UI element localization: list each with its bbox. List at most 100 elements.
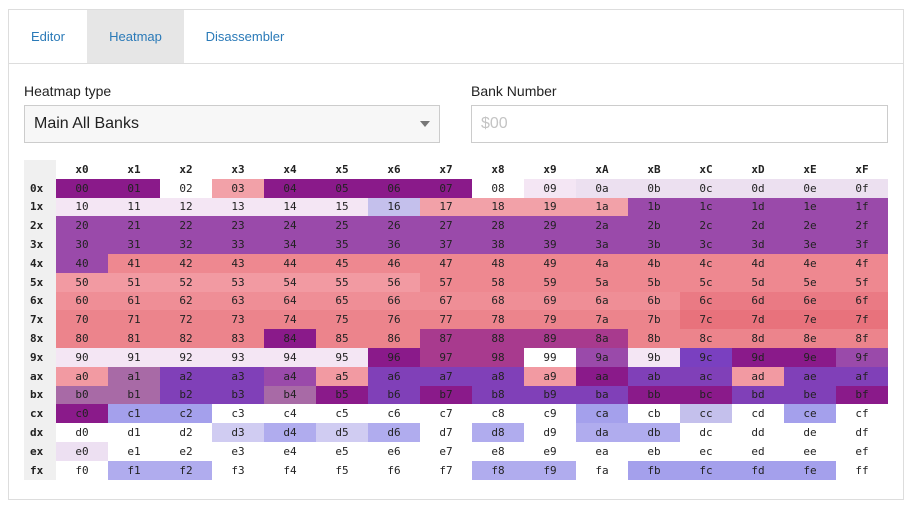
heatmap-cell[interactable]: 5d	[732, 272, 784, 292]
heatmap-cell[interactable]: 16	[368, 197, 420, 217]
heatmap-cell[interactable]: d7	[420, 423, 472, 442]
heatmap-cell[interactable]: 8d	[732, 329, 784, 348]
heatmap-cell[interactable]: 15	[316, 197, 368, 217]
heatmap-cell[interactable]: b7	[420, 385, 472, 405]
heatmap-cell[interactable]: 0f	[836, 178, 888, 198]
heatmap-cell[interactable]: b0	[56, 385, 108, 405]
heatmap-cell[interactable]: 49	[524, 253, 576, 273]
heatmap-cell[interactable]: 33	[212, 235, 264, 254]
heatmap-cell[interactable]: 27	[420, 216, 472, 236]
heatmap-cell[interactable]: cc	[680, 404, 732, 424]
heatmap-cell[interactable]: e6	[368, 441, 420, 461]
heatmap-cell[interactable]: 40	[56, 253, 108, 273]
heatmap-cell[interactable]: d1	[108, 423, 160, 442]
heatmap-cell[interactable]: 31	[108, 235, 160, 254]
heatmap-cell[interactable]: 97	[420, 347, 472, 367]
heatmap-cell[interactable]: 37	[420, 235, 472, 254]
heatmap-cell[interactable]: e3	[212, 441, 264, 461]
heatmap-cell[interactable]: 12	[160, 197, 212, 217]
heatmap-cell[interactable]: 73	[212, 310, 264, 330]
heatmap-cell[interactable]: ef	[836, 441, 888, 461]
heatmap-cell[interactable]: dc	[680, 423, 732, 442]
heatmap-cell[interactable]: b5	[316, 385, 368, 405]
heatmap-cell[interactable]: a8	[472, 366, 524, 386]
heatmap-cell[interactable]: b4	[264, 385, 316, 405]
heatmap-cell[interactable]: b6	[368, 385, 420, 405]
heatmap-cell[interactable]: 70	[56, 310, 108, 330]
heatmap-cell[interactable]: d6	[368, 423, 420, 442]
heatmap-cell[interactable]: b1	[108, 385, 160, 405]
heatmap-cell[interactable]: 94	[264, 347, 316, 367]
heatmap-cell[interactable]: 68	[472, 291, 524, 311]
heatmap-cell[interactable]: c2	[160, 404, 212, 424]
heatmap-cell[interactable]: 58	[472, 272, 524, 292]
heatmap-cell[interactable]: a7	[420, 366, 472, 386]
heatmap-cell[interactable]: 2a	[576, 216, 628, 236]
heatmap-cell[interactable]: ce	[784, 404, 836, 424]
heatmap-cell[interactable]: a5	[316, 366, 368, 386]
heatmap-cell[interactable]: 35	[316, 235, 368, 254]
heatmap-cell[interactable]: 90	[56, 347, 108, 367]
bank-number-input[interactable]	[471, 105, 888, 143]
heatmap-cell[interactable]: 1b	[628, 197, 680, 217]
heatmap-cell[interactable]: 3e	[784, 235, 836, 254]
heatmap-cell[interactable]: 96	[368, 347, 420, 367]
heatmap-cell[interactable]: be	[784, 385, 836, 405]
heatmap-cell[interactable]: 0c	[680, 178, 732, 198]
heatmap-cell[interactable]: f7	[420, 460, 472, 480]
heatmap-cell[interactable]: 9b	[628, 347, 680, 367]
heatmap-cell[interactable]: 7c	[680, 310, 732, 330]
heatmap-cell[interactable]: 4c	[680, 253, 732, 273]
heatmap-cell[interactable]: 39	[524, 235, 576, 254]
heatmap-cell[interactable]: 7a	[576, 310, 628, 330]
heatmap-cell[interactable]: e0	[56, 441, 108, 461]
heatmap-cell[interactable]: 52	[160, 272, 212, 292]
heatmap-cell[interactable]: af	[836, 366, 888, 386]
heatmap-cell[interactable]: 09	[524, 178, 576, 198]
heatmap-cell[interactable]: 5b	[628, 272, 680, 292]
heatmap-cell[interactable]: 02	[160, 178, 212, 198]
heatmap-cell[interactable]: 44	[264, 253, 316, 273]
heatmap-cell[interactable]: 62	[160, 291, 212, 311]
heatmap-cell[interactable]: 9a	[576, 347, 628, 367]
heatmap-cell[interactable]: 0b	[628, 178, 680, 198]
heatmap-cell[interactable]: 07	[420, 178, 472, 198]
heatmap-cell[interactable]: 82	[160, 329, 212, 348]
heatmap-cell[interactable]: 81	[108, 329, 160, 348]
heatmap-cell[interactable]: ae	[784, 366, 836, 386]
heatmap-cell[interactable]: 8a	[576, 329, 628, 348]
heatmap-cell[interactable]: aa	[576, 366, 628, 386]
heatmap-cell[interactable]: 25	[316, 216, 368, 236]
heatmap-cell[interactable]: 24	[264, 216, 316, 236]
heatmap-cell[interactable]: b9	[524, 385, 576, 405]
heatmap-type-select[interactable]: Main All Banks	[24, 105, 440, 143]
heatmap-cell[interactable]: a1	[108, 366, 160, 386]
heatmap-cell[interactable]: c5	[316, 404, 368, 424]
heatmap-cell[interactable]: e5	[316, 441, 368, 461]
heatmap-cell[interactable]: 26	[368, 216, 420, 236]
heatmap-cell[interactable]: fc	[680, 460, 732, 480]
heatmap-cell[interactable]: 6d	[732, 291, 784, 311]
heatmap-cell[interactable]: 18	[472, 197, 524, 217]
heatmap-cell[interactable]: 22	[160, 216, 212, 236]
heatmap-cell[interactable]: bf	[836, 385, 888, 405]
heatmap-cell[interactable]: ca	[576, 404, 628, 424]
heatmap-cell[interactable]: 0e	[784, 178, 836, 198]
heatmap-cell[interactable]: fe	[784, 460, 836, 480]
heatmap-cell[interactable]: 6f	[836, 291, 888, 311]
heatmap-cell[interactable]: cb	[628, 404, 680, 424]
heatmap-cell[interactable]: 69	[524, 291, 576, 311]
heatmap-cell[interactable]: d2	[160, 423, 212, 442]
heatmap-cell[interactable]: de	[784, 423, 836, 442]
heatmap-cell[interactable]: ab	[628, 366, 680, 386]
heatmap-cell[interactable]: 01	[108, 178, 160, 198]
heatmap-cell[interactable]: 55	[316, 272, 368, 292]
heatmap-cell[interactable]: 50	[56, 272, 108, 292]
heatmap-cell[interactable]: f9	[524, 460, 576, 480]
heatmap-cell[interactable]: 2d	[732, 216, 784, 236]
heatmap-cell[interactable]: 03	[212, 178, 264, 198]
heatmap-cell[interactable]: a3	[212, 366, 264, 386]
heatmap-cell[interactable]: c7	[420, 404, 472, 424]
heatmap-cell[interactable]: 2e	[784, 216, 836, 236]
heatmap-cell[interactable]: 5a	[576, 272, 628, 292]
